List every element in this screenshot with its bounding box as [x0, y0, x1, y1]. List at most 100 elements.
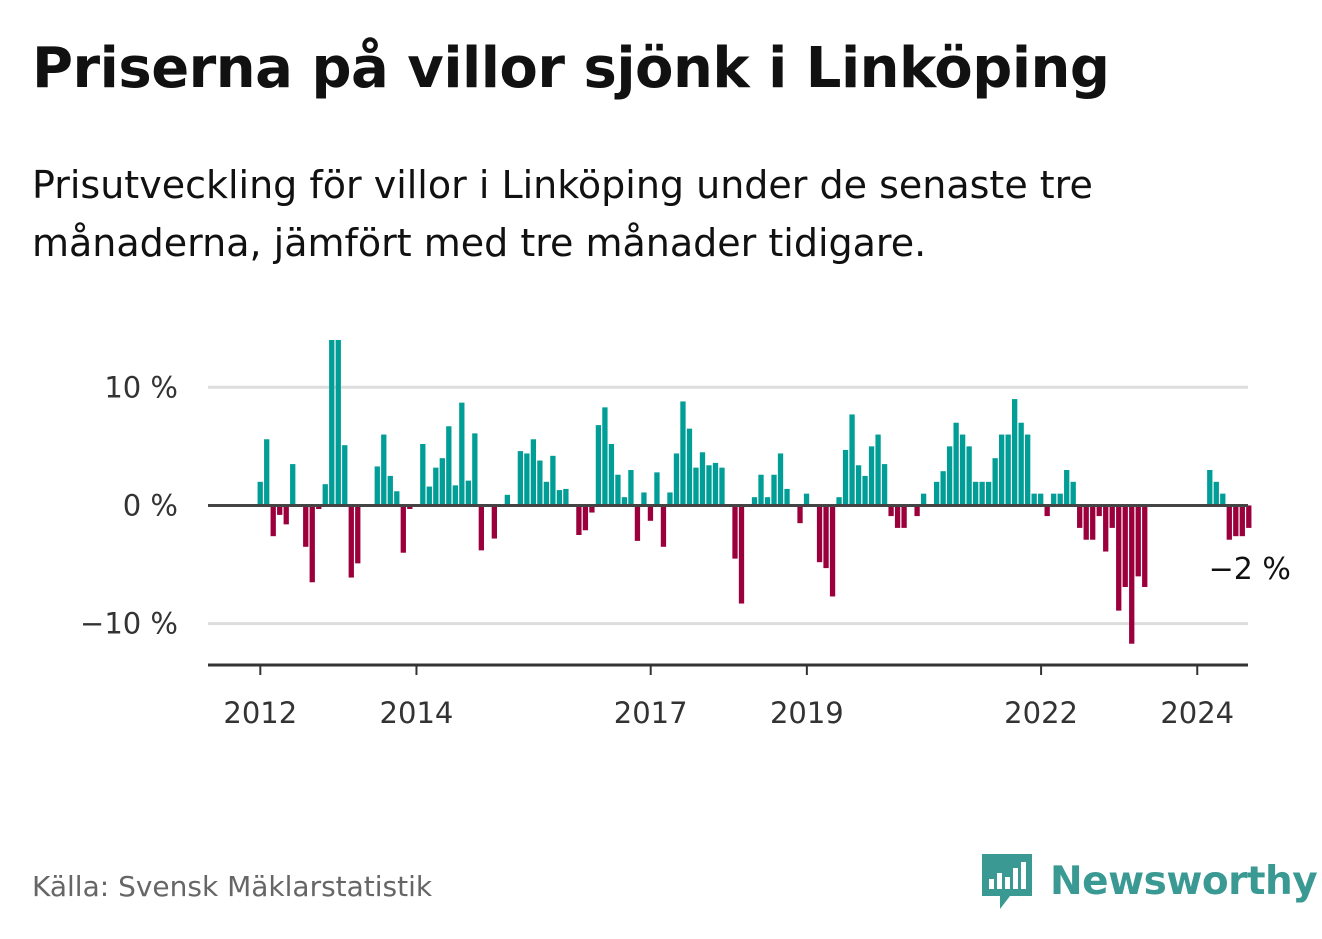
bar	[836, 497, 842, 506]
bar	[999, 434, 1005, 506]
bar	[303, 505, 309, 547]
bar	[309, 505, 315, 583]
bar	[1005, 434, 1011, 506]
bar	[686, 428, 693, 506]
bar	[257, 481, 263, 506]
bar	[673, 453, 680, 506]
bar	[582, 505, 589, 531]
bar	[1064, 470, 1070, 506]
bar	[1051, 493, 1057, 506]
bar	[1239, 505, 1245, 537]
bar	[316, 505, 322, 509]
bar	[400, 505, 406, 553]
bar	[1233, 505, 1239, 537]
bar	[771, 474, 777, 506]
bar	[901, 505, 907, 528]
y-tick-label: −10 %	[80, 607, 178, 641]
bar	[647, 505, 654, 521]
bar	[407, 505, 413, 509]
bar	[1109, 505, 1115, 528]
bar	[1070, 481, 1076, 506]
bar	[920, 493, 927, 506]
bar	[933, 481, 940, 506]
bar	[595, 425, 602, 506]
bar	[862, 475, 868, 506]
y-tick-label: 0 %	[123, 488, 178, 522]
bar	[914, 505, 920, 517]
bar	[693, 467, 699, 506]
bar	[491, 505, 497, 539]
bar	[550, 455, 556, 506]
bar	[277, 505, 283, 515]
bar	[472, 433, 478, 506]
x-tick-label: 2017	[614, 696, 688, 730]
bar	[894, 505, 901, 528]
bar	[478, 505, 484, 551]
bar	[803, 493, 810, 506]
bar	[680, 401, 686, 506]
bar	[1116, 505, 1122, 611]
bar	[992, 458, 998, 506]
bar	[823, 505, 829, 569]
chart-subtitle: Prisutveckling för villor i Linköping un…	[32, 163, 1093, 265]
bar	[667, 492, 673, 506]
bar	[654, 472, 660, 506]
bar	[634, 505, 641, 541]
bar	[1226, 505, 1232, 540]
x-tick-label: 2022	[1004, 696, 1078, 730]
bar	[1044, 505, 1050, 517]
bar	[1012, 399, 1018, 506]
bar	[660, 505, 667, 547]
bar	[589, 505, 595, 513]
chart-title: Priserna på villor sjönk i Linköping	[32, 36, 1110, 101]
bar	[602, 407, 608, 506]
bar	[446, 426, 452, 506]
bar	[576, 505, 582, 535]
bar	[1246, 505, 1252, 528]
bar	[1077, 505, 1083, 528]
bar	[1083, 505, 1089, 540]
brand-name: Newsworthy	[1050, 858, 1318, 904]
bar	[699, 452, 706, 506]
bar	[979, 481, 985, 506]
bar	[348, 505, 354, 578]
bar	[1096, 505, 1102, 517]
bar	[621, 497, 628, 506]
bar	[530, 439, 537, 506]
bar	[615, 474, 621, 506]
bar	[420, 444, 426, 506]
bar	[1103, 505, 1109, 552]
x-tick-label: 2014	[380, 696, 454, 730]
bar	[329, 340, 335, 506]
bar	[842, 449, 849, 506]
bar	[1090, 505, 1096, 540]
bar	[868, 446, 875, 506]
bar	[1038, 493, 1044, 506]
bar	[1135, 505, 1141, 577]
y-tick-label: 10 %	[104, 370, 178, 404]
newsworthy-logo[interactable]: Newsworthy	[980, 850, 1318, 912]
bar	[986, 481, 992, 506]
bar	[881, 464, 888, 506]
bar	[784, 488, 790, 506]
bar	[459, 402, 465, 506]
x-tick-label: 2012	[223, 696, 297, 730]
bar	[732, 505, 738, 559]
bar	[387, 475, 393, 506]
bar	[712, 462, 719, 506]
bar	[849, 414, 855, 506]
bar	[355, 505, 361, 564]
bar	[1025, 434, 1031, 506]
bar	[504, 494, 511, 506]
bar	[394, 491, 400, 506]
bar	[322, 484, 328, 506]
x-tick-label: 2019	[770, 696, 844, 730]
bar	[342, 445, 348, 506]
bar	[264, 439, 270, 506]
bar	[719, 467, 725, 506]
bar	[1057, 493, 1063, 506]
bar-chart: 10 % 0 % −10 % 2012 2014 2017 2019 2022 2024 −2 %	[80, 340, 1291, 730]
bar	[829, 505, 836, 597]
bar	[777, 453, 784, 506]
bar	[374, 466, 380, 506]
